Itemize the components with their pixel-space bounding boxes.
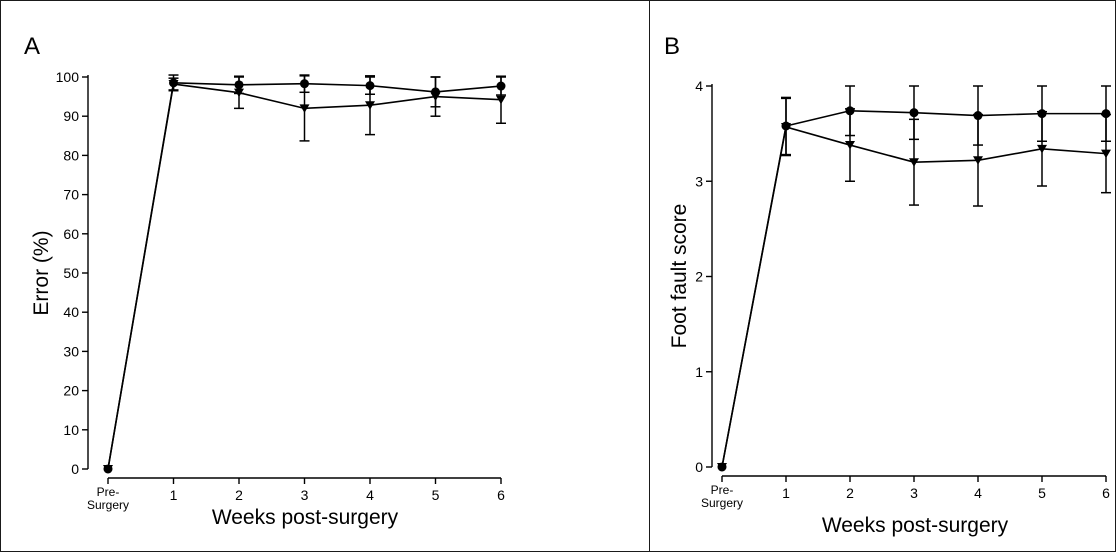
chart-b-y-tick-label: 3 xyxy=(695,173,703,189)
chart-b-x-tick-label: 3 xyxy=(910,485,918,501)
chart-a-y-tick-label: 60 xyxy=(63,226,79,242)
chart-a-y-tick-label: 40 xyxy=(63,304,79,320)
chart-a-x-tick-label: Pre- xyxy=(97,485,120,499)
panel-a-frame xyxy=(0,0,650,552)
chart-b-y-tick-label: 1 xyxy=(695,364,703,380)
chart-b-y-tick-label: 2 xyxy=(695,269,703,285)
chart-b-x-tick-label: 4 xyxy=(974,485,982,501)
chart-a-x-tick-label: 1 xyxy=(170,487,178,503)
chart-a: 0 10 20 30 40 50 60 70 80 90 100 Pre-Surgery 1 2 3 4 5 6 E… xyxy=(30,69,506,529)
chart-a-y-tick-label: 50 xyxy=(63,265,79,281)
chart-b-series-circle-point xyxy=(1101,109,1111,119)
chart-a-y-tick-label: 10 xyxy=(63,422,79,438)
chart-a-x-tick-label: 4 xyxy=(366,487,374,503)
chart-b-x-tick-label: 5 xyxy=(1038,485,1046,501)
chart-b-x-tick-label: Pre- xyxy=(711,483,734,497)
chart-a-y-axis-label: Error (%) xyxy=(30,230,53,315)
chart-a-series-triangle-point xyxy=(430,92,441,102)
chart-b-x-tick-label: 1 xyxy=(782,485,790,501)
chart-b-series-triangle-point xyxy=(973,156,983,165)
chart-a-x-axis-label: Weeks post-surgery xyxy=(212,506,399,529)
chart-a-series-triangle-point xyxy=(365,101,375,110)
chart-a-x-tick-label: Surgery xyxy=(87,498,129,512)
chart-b-x-tick-label: 2 xyxy=(846,485,854,501)
chart-a-y-tick-label: 0 xyxy=(71,461,79,477)
chart-b-y-axis-label: Foot fault score xyxy=(668,204,691,349)
chart-a-y-tick-label: 20 xyxy=(63,383,79,399)
chart-b-x-axis-label: Weeks post-surgery xyxy=(822,514,1009,537)
chart-a-y-tick-label: 70 xyxy=(63,187,79,203)
chart-b-series-circle-point xyxy=(909,108,919,118)
chart-a-x-tick-label: 6 xyxy=(497,487,505,503)
chart-a-series-triangle-point xyxy=(496,95,506,105)
chart-b-series-triangle-point xyxy=(1101,149,1111,159)
panel-a-letter: A xyxy=(24,33,40,60)
chart-a-series-triangle-point xyxy=(234,88,244,98)
chart-a-series-triangle-line xyxy=(107,83,502,470)
chart-b-series-triangle-point xyxy=(909,158,919,167)
chart-a-x-tick-label: 2 xyxy=(235,487,243,503)
chart-b-series-triangle-point xyxy=(1037,144,1047,154)
chart-a-series-triangle-point xyxy=(168,80,179,89)
chart-b-series-triangle-point xyxy=(781,122,791,132)
chart-b: 0 1 2 3 4 Pre-Surgery 1 2 3 4 5 6 Foot fault score We… xyxy=(668,78,1111,537)
chart-a-y-tick-label: 30 xyxy=(63,343,79,359)
chart-a-y-tick-label: 90 xyxy=(63,108,79,124)
chart-b-y-tick-label: 0 xyxy=(695,459,703,475)
chart-a-series-triangle-point xyxy=(103,465,113,474)
chart-a-y-tick-label: 80 xyxy=(63,147,79,163)
chart-a-x-tick-label: 5 xyxy=(432,487,440,503)
panel-b-letter: B xyxy=(664,33,680,60)
chart-b-x-tick-label: 6 xyxy=(1102,485,1110,501)
chart-b-y-tick-label: 4 xyxy=(695,78,703,94)
chart-a-x-tick-label: 3 xyxy=(301,487,309,503)
chart-b-x-tick-label: Surgery xyxy=(701,496,743,510)
chart-a-series-triangle-point xyxy=(299,104,310,113)
chart-b-series-triangle-point xyxy=(717,463,727,472)
chart-b-series-triangle-point xyxy=(845,141,855,150)
chart-a-y-tick-label: 100 xyxy=(56,69,80,85)
